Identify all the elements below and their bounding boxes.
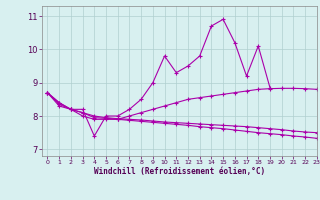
X-axis label: Windchill (Refroidissement éolien,°C): Windchill (Refroidissement éolien,°C) (94, 167, 265, 176)
